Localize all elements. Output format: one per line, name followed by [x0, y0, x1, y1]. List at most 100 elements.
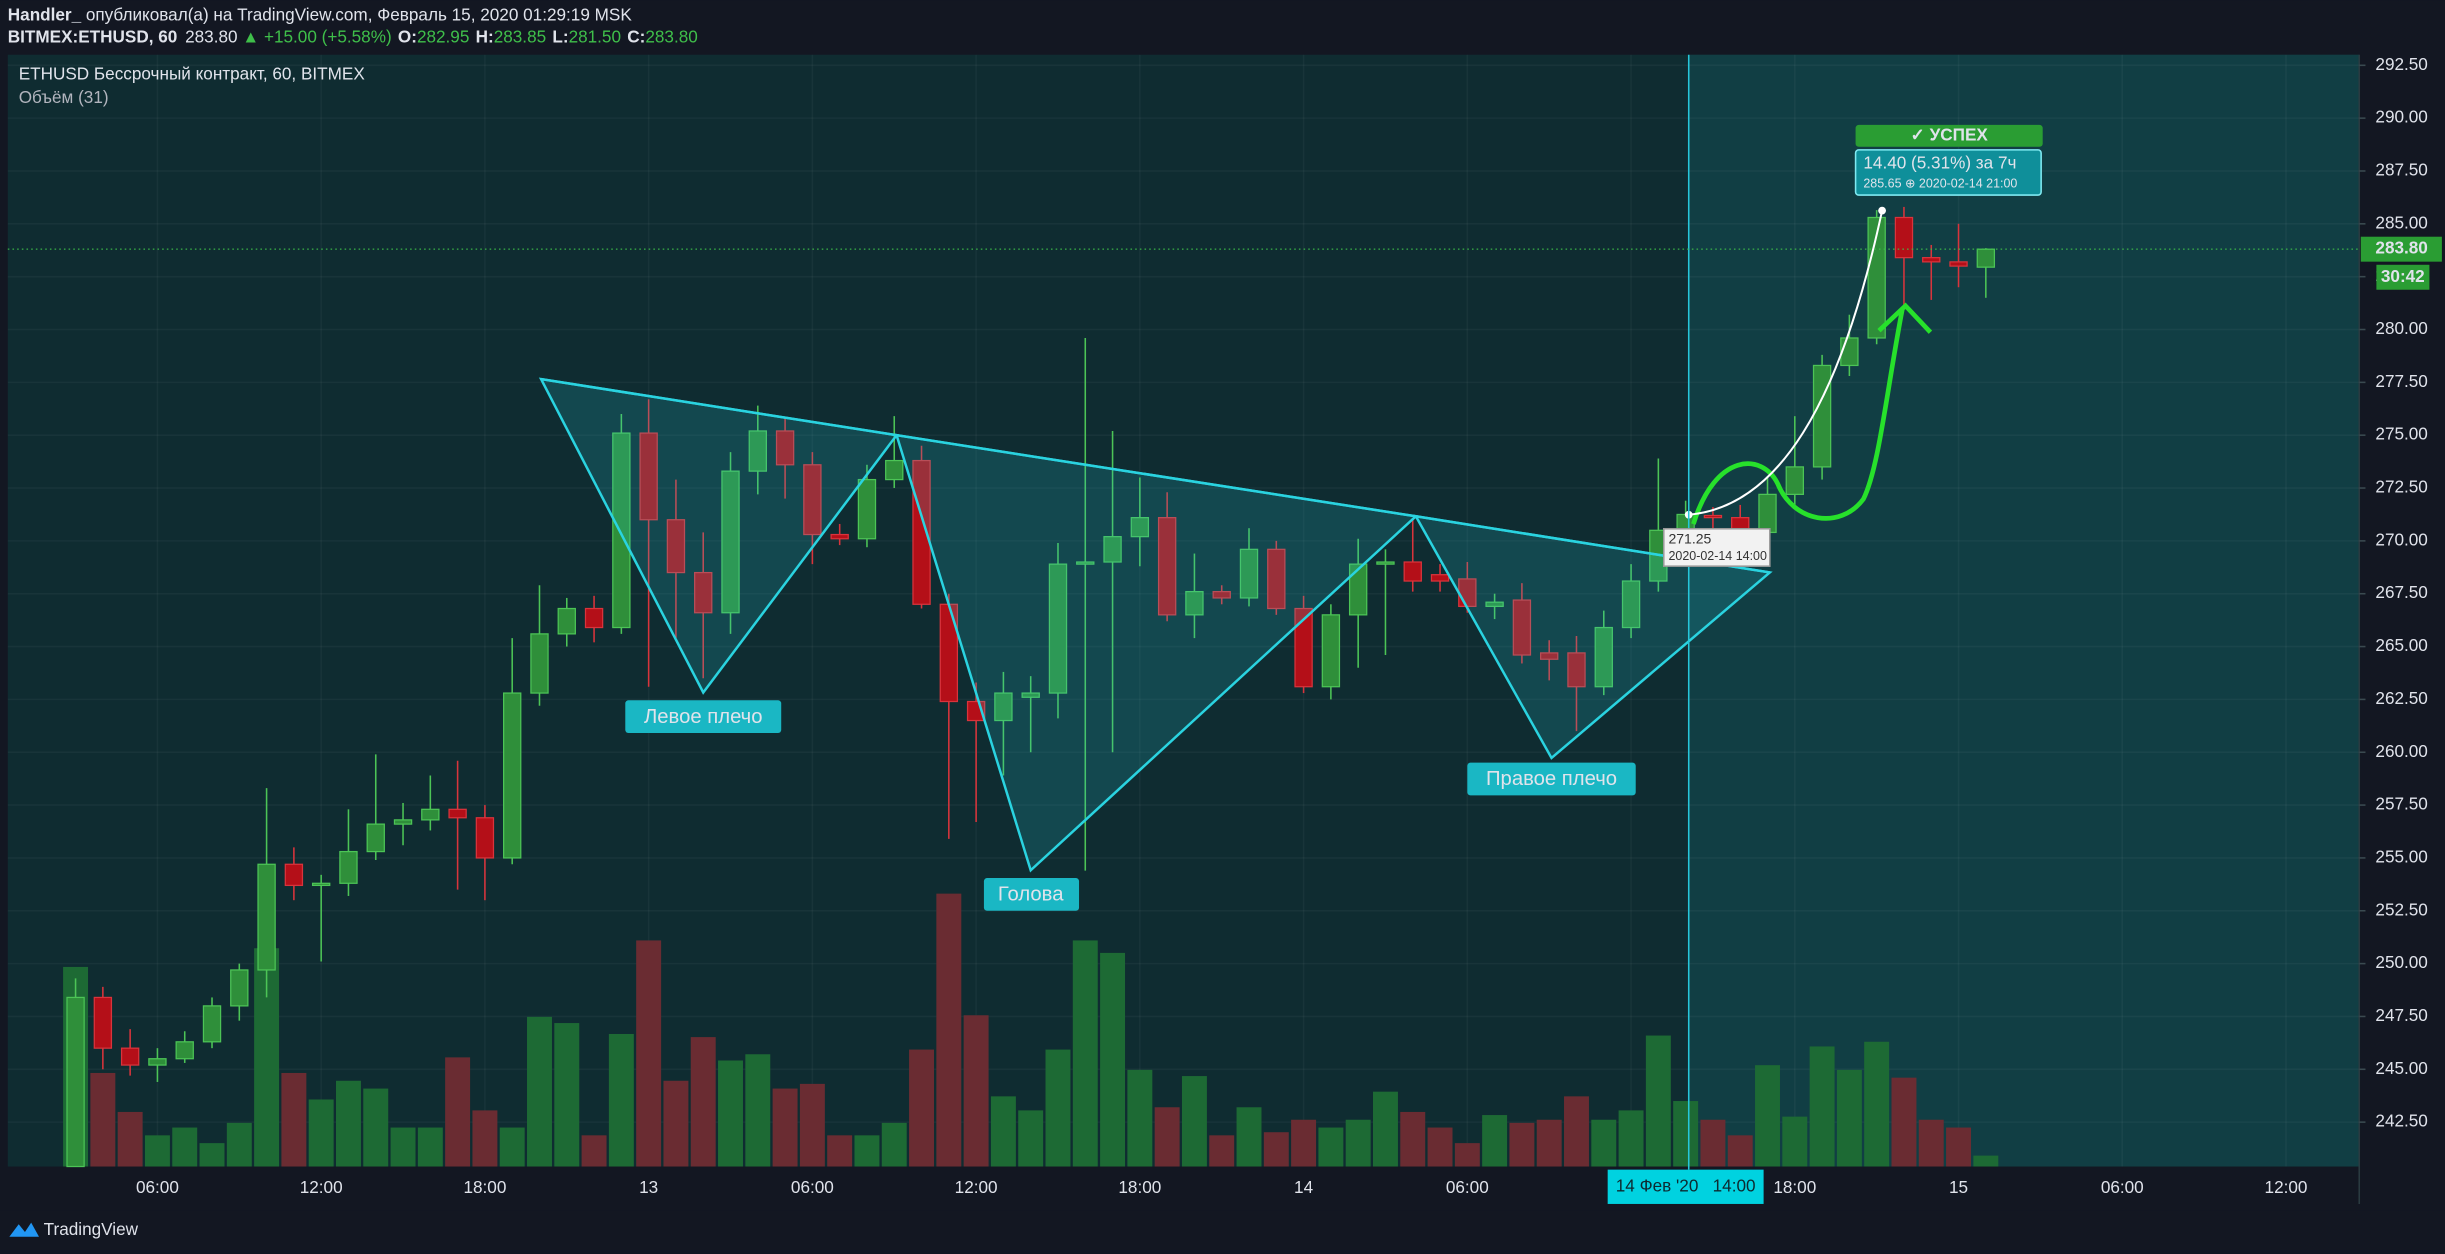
y-tick-label: 272.50 [2375, 477, 2427, 497]
candle-body [1485, 601, 1504, 608]
brand: TradingView [44, 1219, 139, 1239]
candle-body [120, 1047, 140, 1066]
volume-bar [1100, 952, 1126, 1167]
volume-bar [1427, 1127, 1453, 1167]
volume-bar [1291, 1119, 1317, 1167]
y-tick-label: 265.00 [2375, 635, 2427, 655]
volume-bar [772, 1088, 798, 1167]
success-box [1854, 149, 2042, 196]
last-price: 283.80 [185, 26, 237, 46]
success-text: ✓ УСПЕХ [1910, 124, 1988, 144]
candle-body [1758, 493, 1777, 534]
grid [7, 54, 2360, 1167]
candle-body [230, 969, 249, 1007]
candle-body [1539, 652, 1559, 660]
volume-bar [1891, 1077, 1917, 1167]
y-tick-label: 270.00 [2375, 529, 2427, 549]
label-box [983, 878, 1080, 911]
volume-bar [1782, 1116, 1808, 1167]
change: ▲ +15.00 (+5.58%) [242, 26, 391, 46]
volume-bar [144, 1135, 170, 1167]
candle-body [1976, 248, 1996, 268]
date-range-highlight [1688, 54, 2360, 1167]
y-tick-label: 252.50 [2375, 899, 2427, 919]
volume-bar [117, 1111, 143, 1167]
candle-body [830, 533, 849, 540]
candle-body [257, 863, 276, 971]
volume-bar [1755, 1065, 1780, 1167]
candle-body [775, 430, 795, 466]
chart-title: ETHUSD Бессрочный контракт, 60, BITMEX [19, 64, 366, 84]
candle-body [311, 882, 331, 887]
candles [66, 206, 1996, 1168]
volume-bar [390, 1127, 416, 1167]
volume-bar [745, 1054, 771, 1167]
ohlc-key: O: [398, 26, 417, 46]
x-tick-label: 06:00 [136, 1177, 179, 1197]
x-tick-label: 12:00 [2265, 1177, 2308, 1197]
candle-body [857, 478, 877, 540]
x-tick-label: 18:00 [1773, 1177, 1816, 1197]
candle-body [1157, 517, 1177, 616]
y-tick-label: 245.00 [2375, 1058, 2427, 1078]
candle-body [393, 819, 413, 825]
candle-body [1021, 692, 1040, 698]
logo [9, 1222, 39, 1237]
candle-body [1348, 563, 1368, 616]
candle-body [1894, 216, 1914, 259]
candle-body [803, 464, 822, 536]
ohlc-value: 282.95 [417, 26, 469, 46]
x-tick-label: 06:00 [1446, 1177, 1489, 1197]
green-arrow [1691, 308, 1905, 525]
y-tick-label: 250.00 [2375, 952, 2427, 972]
candle-body [1076, 561, 1095, 565]
y-tick-label: 242.50 [2375, 1111, 2427, 1131]
volume-bar [1372, 1091, 1398, 1167]
candle-body [1922, 257, 1941, 263]
volume-bar [1836, 1069, 1862, 1167]
candle-body [339, 850, 358, 884]
pattern-label: Голова [998, 884, 1064, 906]
candle-body [584, 607, 604, 629]
volume-bar [226, 1122, 252, 1167]
y-tick-label: 257.50 [2375, 794, 2427, 814]
candle-body [1949, 261, 1968, 267]
volume-bar [281, 1072, 307, 1167]
symbol: BITMEX:ETHUSD, 60 [8, 26, 178, 46]
volume-bar [1345, 1119, 1371, 1167]
y-tick-label: 247.50 [2375, 1005, 2427, 1025]
volume-bar [90, 1072, 116, 1167]
volume-bar [581, 1135, 607, 1167]
pattern-label: Левое плечо [644, 706, 763, 728]
volume-bar [1236, 1107, 1262, 1167]
volume-bar [1727, 1135, 1753, 1167]
volume-bar [417, 1127, 443, 1167]
x-tick-label: 18:00 [463, 1177, 506, 1197]
candle-body [1103, 536, 1122, 563]
ohlc-value: 283.80 [645, 26, 697, 46]
candle-body [1321, 614, 1341, 688]
volume-bar [363, 1088, 389, 1167]
volume-bar [1454, 1143, 1480, 1167]
candle-body [1703, 514, 1723, 519]
volume-bar [335, 1080, 361, 1167]
author: Handler_ [8, 4, 82, 24]
volume-bar [308, 1099, 334, 1167]
x-tick-label: 12:00 [300, 1177, 343, 1197]
y-tick-label: 290.00 [2375, 107, 2427, 127]
y-tick-label: 275.00 [2375, 424, 2427, 444]
volume-bar [990, 1096, 1016, 1167]
x-tick-label: 14 [1294, 1177, 1314, 1197]
candle-body [1130, 517, 1150, 538]
candle-body [475, 817, 495, 859]
volume-bar [527, 1016, 552, 1167]
y-tick-label: 262.50 [2375, 688, 2427, 708]
volume-bar [554, 1023, 580, 1167]
x-tick-label: 06:00 [2101, 1177, 2144, 1197]
last-price-box [2360, 236, 2442, 262]
ohlc-key: H: [476, 26, 494, 46]
y-tick-label: 287.50 [2375, 160, 2427, 180]
candle-body [202, 1005, 222, 1043]
candle-body [1048, 563, 1068, 694]
